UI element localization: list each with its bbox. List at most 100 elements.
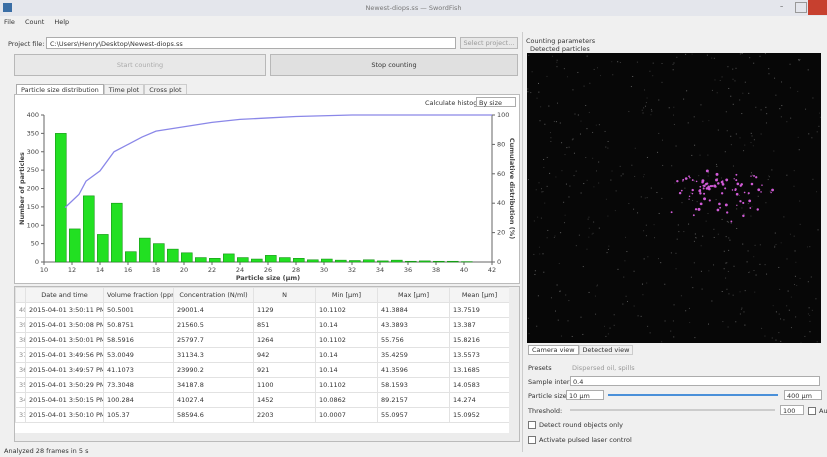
threshold-input[interactable]: 100: [780, 405, 804, 415]
max-size-input[interactable]: 400 µm: [784, 390, 822, 400]
speckle: [812, 97, 814, 99]
table-cell: 851: [253, 317, 316, 333]
detected-particle: [770, 191, 772, 194]
auto-label: Auto: [819, 407, 827, 415]
project-path[interactable]: C:\Users\Henry\Desktop\Newest-diops.ss: [46, 37, 456, 49]
speckle: [575, 245, 577, 247]
results-table-frame: Date and time Volume fraction (ppm) Concen…: [14, 286, 520, 442]
detected-particle: [740, 183, 744, 186]
speckle: [715, 163, 717, 165]
speckle: [739, 313, 741, 315]
speckle: [729, 239, 731, 241]
speckle: [617, 268, 619, 270]
table-cell: 15.8216: [449, 332, 510, 348]
maximize-button[interactable]: [795, 2, 807, 13]
speckle: [700, 104, 702, 106]
speckle: [645, 102, 647, 104]
x-tick-label: 36: [404, 266, 412, 274]
speckle: [611, 170, 613, 172]
speckle: [551, 55, 553, 57]
start-button[interactable]: Start counting: [14, 54, 266, 76]
histogram-bar: [307, 259, 319, 263]
speckle: [644, 105, 646, 107]
tab[interactable]: Particle size distribution: [16, 84, 104, 96]
speckle: [693, 262, 695, 264]
speckle: [728, 293, 730, 295]
speckle: [605, 146, 607, 148]
auto-checkbox[interactable]: Auto: [808, 407, 827, 415]
speckle: [538, 182, 540, 184]
menu-item[interactable]: Count: [24, 18, 45, 26]
speckle: [661, 81, 663, 83]
scrollbar[interactable]: [509, 287, 519, 433]
minimize-button[interactable]: –: [780, 2, 784, 10]
x-tick-label: 40: [460, 266, 468, 274]
select-project-button[interactable]: Select project...: [460, 37, 518, 49]
speckle: [764, 335, 766, 337]
table-row[interactable]: 382015-04-01 3:50:01 PM58.591625797.7126…: [15, 332, 510, 348]
speckle: [775, 311, 777, 313]
speckle: [780, 116, 782, 118]
speckle: [530, 92, 532, 94]
menu-item[interactable]: Help: [54, 18, 70, 26]
speckle: [786, 121, 788, 123]
menu-item[interactable]: File: [4, 18, 15, 26]
table-row[interactable]: 392015-04-01 3:50:08 PM50.875121560.5851…: [15, 317, 510, 333]
speckle: [609, 327, 611, 329]
tab[interactable]: Camera view: [528, 345, 579, 355]
table-row[interactable]: 372015-04-01 3:49:56 PM53.004931134.3942…: [15, 347, 510, 363]
results-table: Date and time Volume fraction (ppm) Concen…: [15, 287, 510, 423]
table-cell: 41.3884: [377, 302, 450, 318]
histogram-select[interactable]: By size: [476, 97, 516, 107]
speckle: [567, 320, 569, 322]
min-size-input[interactable]: 10 µm: [566, 390, 604, 400]
speckle: [775, 243, 777, 245]
table-row[interactable]: 342015-04-01 3:50:15 PM100.28441027.4145…: [15, 392, 510, 408]
sample-interval-input[interactable]: 0.4: [570, 376, 820, 386]
presets-value[interactable]: Dispersed oil, spills: [572, 364, 635, 372]
detected-particle: [688, 175, 690, 178]
speckle: [768, 175, 770, 177]
speckle: [652, 62, 654, 64]
table-row[interactable]: 402015-04-01 3:50:11 PM50.500129001.4112…: [15, 302, 510, 318]
scrollbar[interactable]: [15, 433, 519, 441]
table-cell: 2203: [253, 407, 316, 423]
speckle: [536, 97, 538, 99]
table-cell: 53.0049: [103, 347, 174, 363]
speckle: [739, 53, 741, 55]
speckle: [732, 103, 734, 105]
speckle: [660, 262, 662, 264]
speckle: [588, 291, 590, 293]
detected-particle: [703, 192, 706, 195]
y-tick-label: 400: [27, 111, 39, 119]
detected-particle: [750, 182, 754, 186]
speckle: [692, 287, 694, 289]
speckle: [799, 277, 801, 279]
row-number: 40: [15, 302, 26, 318]
tab[interactable]: Detected view: [578, 345, 634, 355]
speckle: [689, 321, 691, 323]
checkbox[interactable]: Detect round objects only: [528, 421, 623, 429]
speckle: [622, 303, 624, 305]
speckle: [654, 237, 656, 239]
table-row[interactable]: 352015-04-01 3:50:29 PM73.304834187.8110…: [15, 377, 510, 393]
table-row[interactable]: 362015-04-01 3:49:57 PM41.107323990.2921…: [15, 362, 510, 378]
speckle: [650, 108, 652, 110]
speckle: [555, 176, 557, 178]
speckle: [808, 307, 810, 309]
close-button[interactable]: [808, 0, 827, 15]
table-cell: 921: [253, 362, 316, 378]
threshold-slider[interactable]: [570, 409, 775, 411]
speckle: [683, 231, 685, 233]
stop-button[interactable]: Stop counting: [270, 54, 518, 76]
speckle: [650, 187, 652, 189]
speckle: [537, 216, 539, 218]
table-cell: 10.1102: [315, 302, 378, 318]
speckle: [593, 221, 595, 223]
checkbox[interactable]: Activate pulsed laser control: [528, 436, 632, 444]
table-cell: 2015-04-01 3:50:01 PM: [25, 332, 104, 348]
speckle: [531, 71, 533, 73]
size-slider[interactable]: [608, 394, 778, 396]
speckle: [556, 284, 558, 286]
